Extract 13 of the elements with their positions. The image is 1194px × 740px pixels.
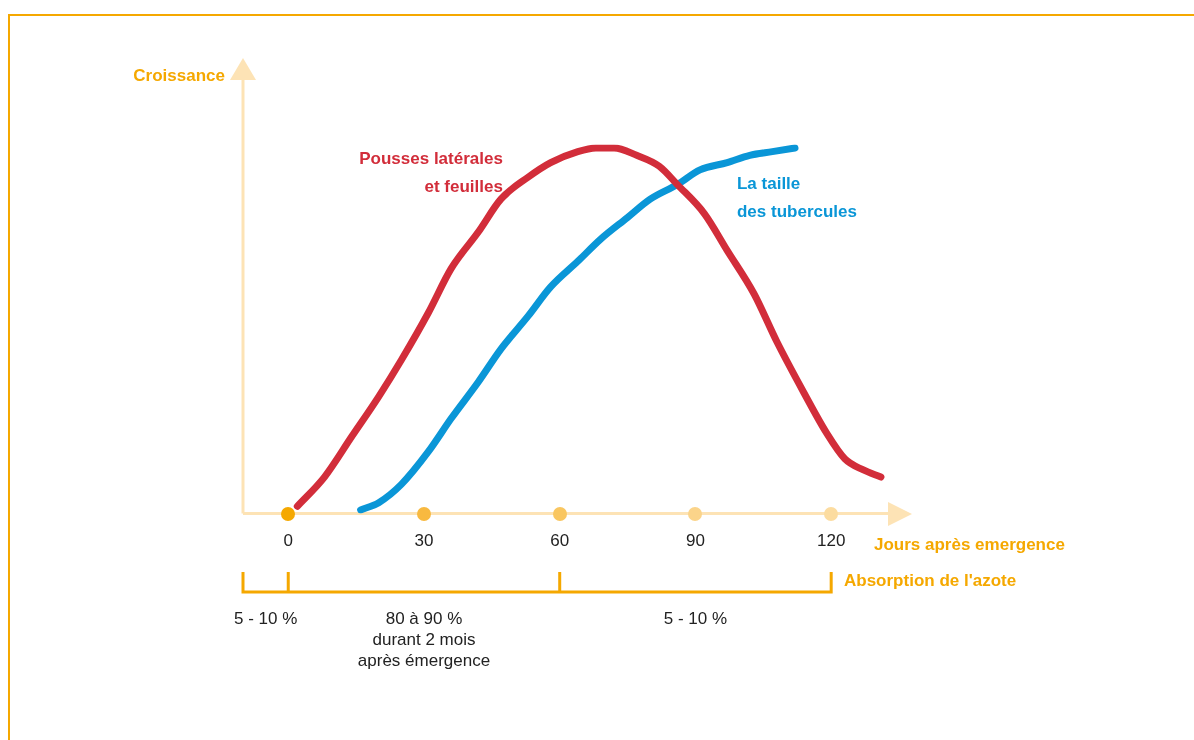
y-axis-title: Croissance: [133, 65, 225, 85]
series-label: La taille des tubercules: [736, 173, 857, 221]
x-axis-title: Jours après emergence: [874, 535, 1065, 555]
x-tick-label: 90: [685, 531, 705, 551]
series-label: Pousses latérales et feuilles: [359, 148, 503, 196]
text: 5 - 10 %: [233, 609, 298, 629]
x-tick-label: 120: [816, 531, 846, 551]
text: Absorption de l'azote: [844, 571, 1017, 591]
text: 80 à 90 % durant 2 mois après émergence: [357, 609, 491, 671]
x-tick-label: 0: [283, 531, 293, 551]
x-tick-label: 60: [550, 531, 570, 551]
text: 5 - 10 %: [663, 609, 728, 629]
x-tick-label: 30: [414, 531, 434, 551]
